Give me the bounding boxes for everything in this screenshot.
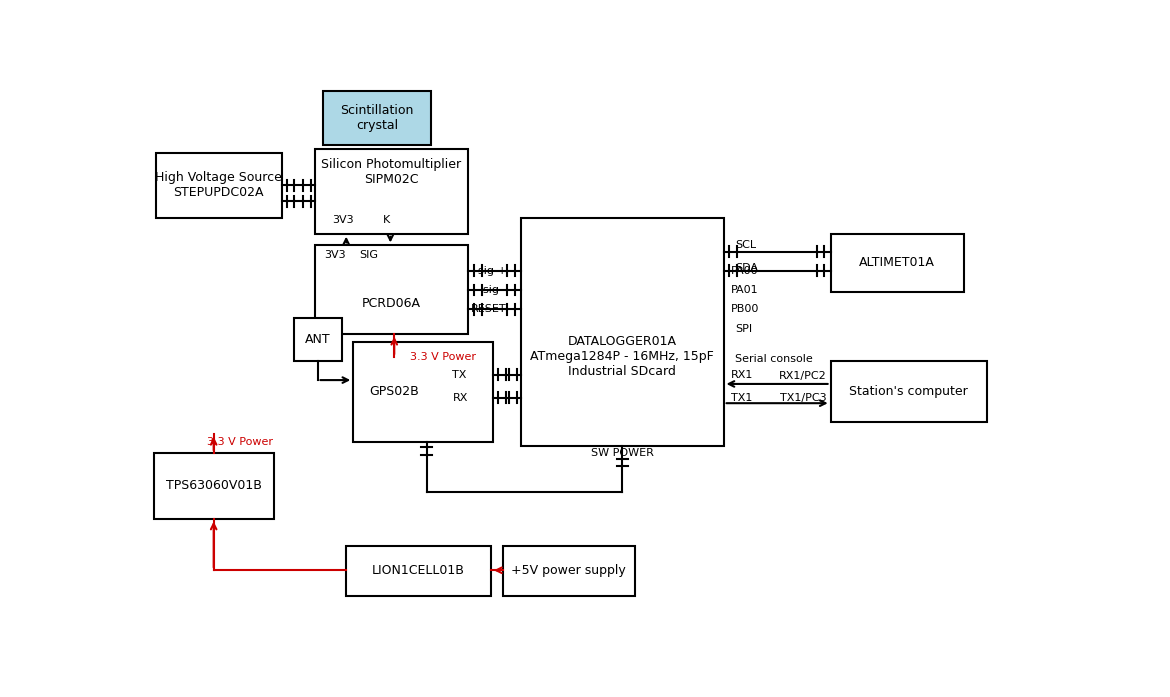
Text: TX: TX <box>453 369 467 380</box>
Text: PCRD06A: PCRD06A <box>362 297 421 309</box>
Text: TX1: TX1 <box>731 393 752 403</box>
Text: Silicon Photomultiplier
SIPM02C: Silicon Photomultiplier SIPM02C <box>321 158 461 186</box>
Bar <box>315 149 468 233</box>
Text: ALTIMET01A: ALTIMET01A <box>859 256 935 269</box>
Bar <box>154 453 274 519</box>
Bar <box>522 218 723 445</box>
Text: SIG: SIG <box>359 250 378 259</box>
Text: PA01: PA01 <box>731 285 759 295</box>
Text: +5V power supply: +5V power supply <box>511 564 626 577</box>
Bar <box>315 245 468 334</box>
Text: SCL: SCL <box>735 240 756 250</box>
Text: LION1CELL01B: LION1CELL01B <box>372 564 464 577</box>
Text: PB00: PB00 <box>731 305 759 314</box>
Text: Serial console: Serial console <box>735 354 813 365</box>
Bar <box>156 153 282 218</box>
Text: 3.3 V Power: 3.3 V Power <box>410 352 476 362</box>
Bar <box>294 319 343 361</box>
Bar <box>831 361 987 422</box>
Text: sig -: sig - <box>483 285 507 295</box>
Text: TPS63060V01B: TPS63060V01B <box>166 479 262 492</box>
Text: RX1: RX1 <box>731 369 753 380</box>
Bar <box>346 546 491 596</box>
Text: GPS02B: GPS02B <box>370 385 419 398</box>
Text: SDA: SDA <box>735 263 758 273</box>
Text: RX: RX <box>453 393 468 403</box>
Text: SPI: SPI <box>735 323 752 333</box>
Text: RX1/PC2: RX1/PC2 <box>779 372 827 381</box>
Text: ANT: ANT <box>304 332 330 346</box>
Text: SW POWER: SW POWER <box>591 448 654 458</box>
Text: Station's computer: Station's computer <box>849 385 969 398</box>
Text: sig +: sig + <box>477 266 507 276</box>
Bar <box>503 546 634 596</box>
Text: RESET: RESET <box>472 305 507 314</box>
Text: 3.3 V Power: 3.3 V Power <box>207 437 273 447</box>
Text: PA00: PA00 <box>731 266 759 276</box>
Bar <box>353 342 494 442</box>
Bar <box>323 91 432 145</box>
Text: 3V3: 3V3 <box>332 215 353 225</box>
Text: Scintillation
crystal: Scintillation crystal <box>340 105 414 132</box>
Bar <box>831 233 964 291</box>
Text: High Voltage Source
STEPUPDC02A: High Voltage Source STEPUPDC02A <box>154 171 282 199</box>
Text: K: K <box>383 215 390 225</box>
Text: 3V3: 3V3 <box>324 250 346 259</box>
Text: DATALOGGER01A
ATmega1284P - 16MHz, 15pF
Industrial SDcard: DATALOGGER01A ATmega1284P - 16MHz, 15pF … <box>530 335 714 378</box>
Text: TX1/PC3: TX1/PC3 <box>780 393 827 403</box>
